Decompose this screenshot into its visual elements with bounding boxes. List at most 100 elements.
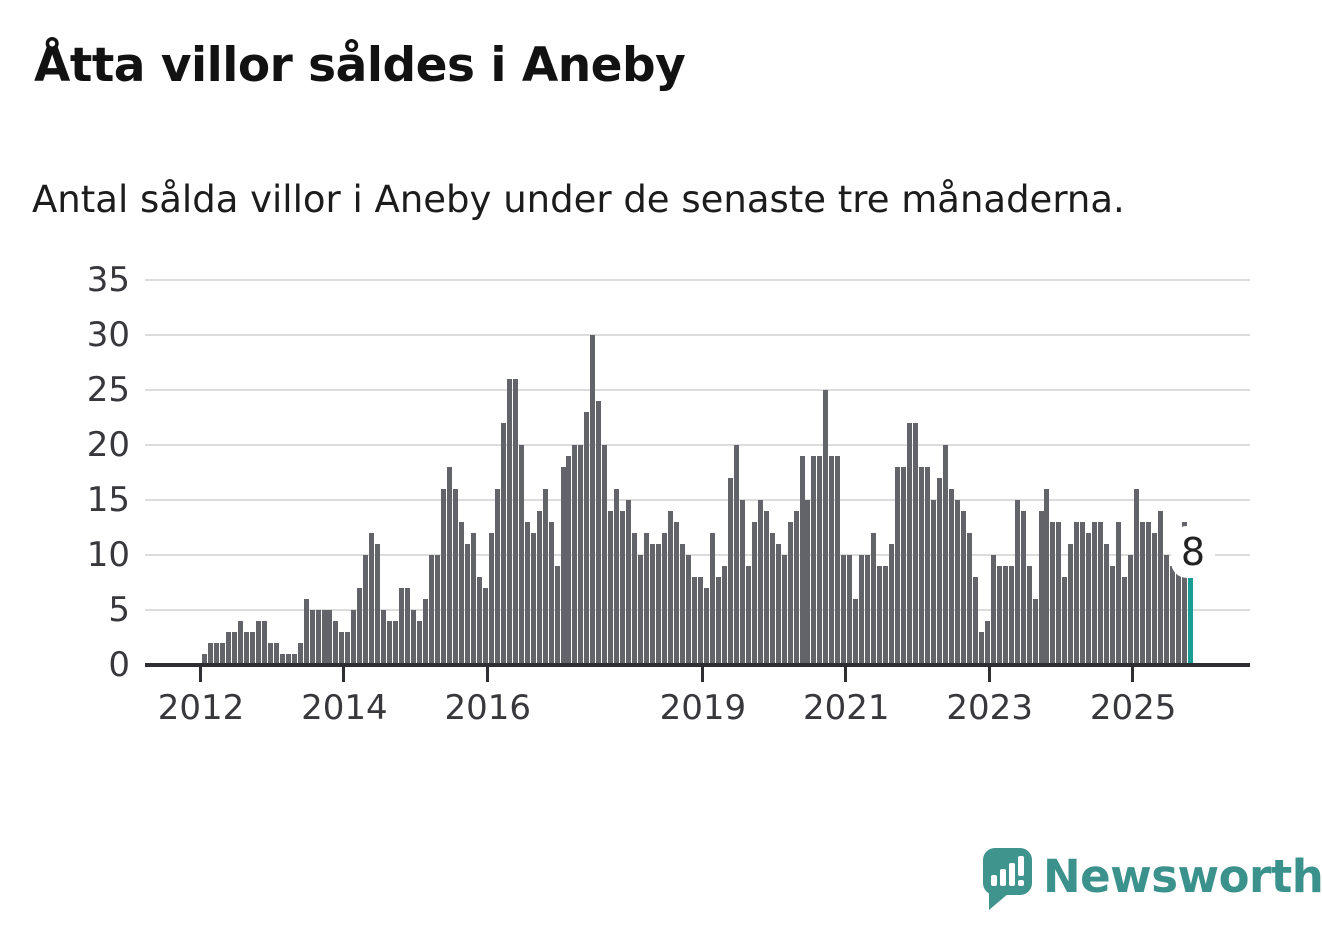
- bar: [1110, 566, 1116, 665]
- bar: [859, 555, 865, 665]
- newsworthy-logo: Newsworthy: [983, 846, 1322, 926]
- x-axis-tick-label: 2019: [659, 688, 747, 728]
- bar: [919, 467, 924, 665]
- y-axis-tick-label: 25: [86, 370, 130, 410]
- bar: [596, 401, 602, 665]
- bar: [1169, 566, 1175, 665]
- bar: [279, 654, 285, 665]
- bar: [733, 445, 739, 665]
- bar: [799, 456, 805, 665]
- bar: [841, 555, 847, 665]
- bar: [626, 500, 632, 665]
- bar: [387, 621, 393, 665]
- bar: [990, 555, 996, 665]
- bar: [327, 610, 333, 665]
- bar: [847, 555, 853, 665]
- bar: [656, 544, 662, 665]
- bar: [829, 456, 835, 665]
- bar: [996, 566, 1002, 665]
- x-axis-tick-label: 2025: [1089, 688, 1177, 728]
- bar: [237, 621, 243, 665]
- bar: [1181, 522, 1187, 665]
- bar: [978, 632, 984, 665]
- bar: [1128, 555, 1134, 665]
- y-axis-tick-label: 5: [108, 590, 130, 630]
- bar: [584, 412, 590, 665]
- bar: [375, 544, 381, 665]
- y-axis-tick-label: 20: [86, 425, 130, 465]
- bar: [984, 621, 990, 665]
- bar: [1026, 566, 1032, 665]
- bar: [446, 467, 452, 665]
- x-axis-tick: [1131, 667, 1135, 682]
- bar: [476, 577, 482, 665]
- bar: [1008, 566, 1014, 665]
- bar: [1068, 544, 1074, 665]
- bar: [357, 588, 363, 665]
- bar: [213, 643, 219, 665]
- bar: [942, 445, 948, 665]
- bar: [291, 654, 297, 665]
- bar: [578, 445, 584, 665]
- x-axis-line: [145, 663, 1250, 667]
- bar: [907, 423, 913, 665]
- x-axis-tick: [485, 667, 489, 682]
- bar: [614, 489, 620, 665]
- x-axis-tick: [700, 667, 704, 682]
- bar: [1050, 522, 1056, 665]
- x-axis-tick: [342, 667, 346, 682]
- bar: [811, 456, 817, 665]
- bar: [853, 599, 859, 665]
- bar: [769, 533, 775, 665]
- bar: [895, 467, 901, 665]
- bar: [751, 522, 757, 665]
- bar: [321, 610, 327, 665]
- gridline: [145, 389, 1250, 391]
- bar: [1044, 489, 1050, 665]
- logo-exclamation-icon: [1018, 880, 1024, 886]
- bar: [608, 511, 614, 665]
- x-axis-tick: [987, 667, 991, 682]
- bar: [805, 500, 811, 665]
- bar: [542, 489, 548, 665]
- bar: [1002, 566, 1008, 665]
- bar: [727, 478, 733, 665]
- bar: [530, 533, 536, 665]
- bar: [924, 467, 930, 665]
- bar: [960, 511, 966, 665]
- bar: [1152, 533, 1158, 665]
- bar: [936, 478, 942, 665]
- bar: [267, 643, 273, 665]
- bar: [662, 533, 668, 665]
- x-axis-tick-label: 2023: [946, 688, 1033, 728]
- gridline: [145, 554, 1250, 556]
- bar: [249, 632, 255, 665]
- bar: [1175, 555, 1181, 665]
- bar: [954, 500, 960, 665]
- bar: [369, 533, 375, 665]
- bar: [1116, 522, 1122, 665]
- bar: [703, 588, 709, 665]
- bar: [381, 610, 387, 665]
- bar: [225, 632, 231, 665]
- bar: [930, 500, 936, 665]
- bar: [417, 621, 423, 665]
- bar: [303, 599, 309, 665]
- bar: [715, 577, 721, 665]
- bar: [285, 654, 291, 665]
- bar: [1163, 555, 1169, 665]
- bar: [1038, 511, 1044, 665]
- bar: [231, 632, 237, 665]
- bar: [518, 445, 524, 665]
- page-title: Åtta villor såldes i Aneby: [34, 38, 686, 93]
- bar: [572, 445, 578, 665]
- bar: [1092, 522, 1098, 665]
- bar: [1122, 577, 1128, 665]
- bar: [781, 555, 787, 665]
- bar: [482, 588, 488, 665]
- bar: [273, 643, 279, 665]
- gridline: [145, 499, 1250, 501]
- bar: [877, 566, 883, 665]
- y-axis-tick-label: 35: [86, 260, 130, 300]
- bar: [494, 489, 500, 665]
